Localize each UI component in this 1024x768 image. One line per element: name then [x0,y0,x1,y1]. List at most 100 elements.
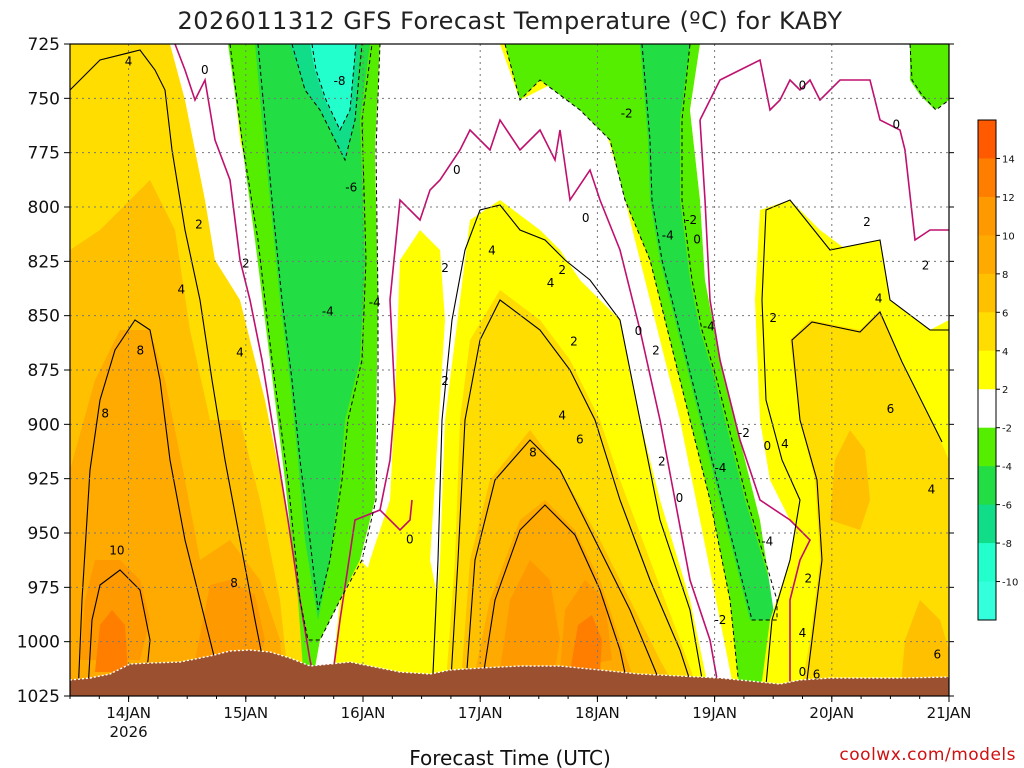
contour-label: -4 [703,320,715,334]
contour-label: 4 [547,276,555,290]
region-warm-10-left-b [195,580,265,670]
contour-label: -4 [369,296,381,310]
contour-cold-minus6 [291,44,363,162]
contour-label: 8 [230,576,238,590]
contour-label: 4 [178,283,186,297]
colorbar-swatch [978,581,996,621]
contour-label: 6 [813,667,821,681]
contour-diag-minus2 [504,44,741,696]
colorbar-label: 6 [1002,308,1008,319]
y-tick-label: 1000 [17,633,60,653]
colorbar-swatch [978,504,996,544]
contour-label: -2 [621,107,633,121]
contour-label: 2 [558,263,566,277]
colorbar-swatch [978,196,996,236]
contour-label: -4 [322,304,334,318]
contour-label: 0 [676,491,684,505]
x-tick-label: 16JAN [341,704,386,722]
contour-label: 4 [125,54,133,68]
colorbar-label: -10 [1002,578,1018,589]
colorbar-swatch [978,427,996,467]
contour-label: 2 [441,374,449,388]
contour-cold-minus8 [311,44,357,132]
colorbar-swatch [978,543,996,583]
y-tick-label: 900 [28,415,60,435]
contour-label: 6 [576,433,584,447]
positive-contours [70,49,949,696]
colorbar-label: -6 [1002,501,1012,512]
contour-label: 4 [488,243,496,257]
contour-label: -8 [334,74,346,88]
contour-label: 2 [769,311,777,325]
contour-label: 2 [922,259,930,273]
colorbar-label: -2 [1002,424,1012,435]
contour-label: 0 [799,665,807,679]
contour-label: 0 [693,233,701,247]
x-tick-label: 20JAN [809,704,854,722]
contour-mid-8 [479,504,631,696]
region-cold-topright [910,44,949,110]
colorbar-swatch [978,235,996,275]
colorbar-label: -4 [1002,462,1012,473]
contour-label: 2 [658,454,666,468]
colorbar-swatch [978,312,996,352]
contour-label: -4 [714,461,726,475]
contour-label: -6 [345,180,357,194]
x-tick-label: 21JAN [927,704,972,722]
contour-label: 0 [892,117,900,131]
x-tick-label: 15JAN [223,704,268,722]
y-tick-label: 1025 [17,687,60,707]
zero-isotherm-right-b [699,119,811,696]
contour-label: 4 [799,626,807,640]
colorbar-swatch [978,273,996,313]
colorbar-label: 4 [1002,347,1008,358]
x-tick-sublabel: 2026 [110,723,148,741]
contour-label: 10 [109,543,124,557]
contour-label: 4 [875,291,883,305]
contour-label: 0 [201,63,209,77]
contour-right-2 [761,199,949,696]
region-cold-diag-minus4 [640,44,775,620]
x-tick-label: 18JAN [575,704,620,722]
contour-label: 2 [863,215,871,229]
contour-mid-2 [431,204,706,696]
contour-label: 4 [236,346,244,360]
contour-label: 6 [933,648,941,662]
y-tick-label: 725 [28,35,60,55]
region-warm-6-right [830,430,870,530]
contour-label: -4 [761,535,773,549]
contour-label: 4 [558,409,566,423]
credit-text: coolwx.com/models [839,745,1016,765]
region-warm-10-left [80,560,150,660]
contour-label: 2 [570,335,578,349]
contour-label: 8 [529,446,537,460]
colorbar-label: 12 [1002,193,1015,204]
region-warm-12-mid [570,615,602,672]
y-tick-label: 975 [28,578,60,598]
colorbar-frame [977,119,997,621]
y-axis: 7257507758008258508759009259509751000102… [17,35,954,707]
terrain-edge [70,649,949,685]
zero-isotherm-mid-b [379,118,721,696]
contour-topright-minus2 [909,44,949,111]
region-cold-minus8 [310,44,356,130]
colorbar-swatch [978,158,996,198]
contour-label: 0 [406,533,414,547]
contour-label: 8 [136,343,144,357]
contour-label: 0 [799,78,807,92]
chart-title: 2026011312 GFS Forecast Temperature (ºC)… [177,7,842,35]
contour-label: 2 [805,572,813,586]
colorbar-label: 10 [1002,231,1015,242]
contour-label: -2 [685,213,697,227]
region-warm-12-left [95,610,128,672]
colorbar-label: 14 [1002,154,1015,165]
colorbar-swatch [978,350,996,390]
contour-cold-minus4 [257,44,373,611]
contour-mid-6 [464,439,666,696]
contour-left-10 [87,569,151,691]
x-tick-label: 14JAN [106,704,151,722]
colorbar-swatch [978,389,996,429]
